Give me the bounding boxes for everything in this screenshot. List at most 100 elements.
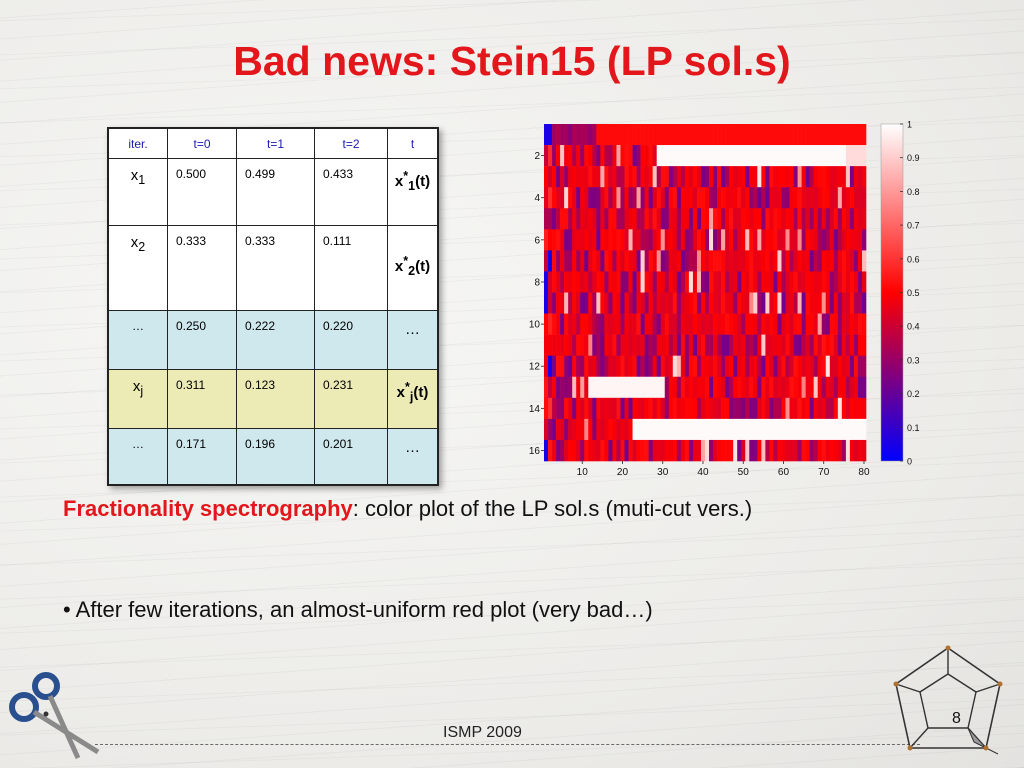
heatmap-cell — [668, 166, 674, 188]
heatmap-cell — [640, 334, 645, 356]
heatmap-cell — [717, 397, 722, 420]
heatmap-cell — [713, 418, 718, 441]
cell-value: 0.171 — [167, 428, 237, 486]
heatmap-cell — [624, 376, 629, 399]
heatmap-cell — [745, 166, 750, 188]
footer-divider — [95, 744, 920, 745]
heatmap-cell — [624, 124, 629, 146]
y-tick-label: 8 — [534, 277, 540, 288]
heatmap-cell — [576, 187, 581, 209]
heatmap-cell — [849, 292, 855, 314]
heatmap-cell — [692, 334, 698, 356]
heatmap-cell — [841, 376, 847, 399]
y-tick-label: 10 — [529, 320, 541, 331]
heatmap-cell — [801, 439, 806, 462]
heatmap-cell — [729, 145, 734, 167]
heatmap-cell — [668, 271, 674, 293]
heatmap-cell — [628, 418, 633, 441]
heatmap-cell — [620, 166, 625, 188]
heatmap-cell — [721, 418, 726, 441]
heatmap-cell — [733, 208, 738, 230]
heatmap-cell — [560, 397, 565, 420]
heatmap-cell — [676, 397, 682, 420]
heatmap-cell — [692, 124, 698, 146]
heatmap-cell — [753, 166, 758, 188]
heatmap-cell — [696, 187, 702, 209]
heatmap-cell — [825, 271, 831, 293]
heatmap-cell — [644, 145, 649, 167]
heatmap-cell — [757, 250, 762, 272]
heatmap-cell — [757, 397, 762, 420]
heatmap-cell — [861, 334, 867, 356]
heatmap-cell — [612, 229, 617, 251]
heatmap-cell — [612, 166, 617, 188]
heatmap-cell — [684, 250, 690, 272]
heatmap-cell — [765, 355, 770, 378]
heatmap-cell — [705, 271, 710, 293]
heatmap-cell — [705, 439, 710, 462]
heatmap-cell — [640, 376, 645, 399]
heatmap-cell — [560, 208, 565, 230]
heatmap-cell — [620, 397, 625, 420]
heatmap-cell — [700, 418, 706, 441]
heatmap-cell — [749, 187, 754, 209]
heatmap-cell — [773, 166, 778, 188]
heatmap-cell — [612, 376, 617, 399]
heatmap-cell — [737, 355, 742, 378]
heatmap-cell — [765, 124, 770, 146]
heatmap-cell — [813, 145, 819, 167]
heatmap-cell — [584, 166, 589, 188]
heatmap-cell — [761, 187, 766, 209]
heatmap-cell — [564, 334, 569, 356]
heatmap-cell — [660, 376, 666, 399]
heatmap-cell — [592, 145, 597, 167]
heatmap-cell — [729, 208, 734, 230]
heatmap-cell — [829, 187, 835, 209]
heatmap-cell — [560, 229, 565, 251]
heatmap-cell — [632, 166, 637, 188]
heatmap-cell — [580, 250, 585, 272]
heatmap-cell — [560, 418, 565, 441]
table-row: … 0.250 0.222 0.220 … — [107, 310, 439, 370]
heatmap-cell — [664, 292, 670, 314]
heatmap-cell — [656, 187, 662, 209]
heatmap-cell — [857, 334, 863, 356]
heatmap-cell — [717, 208, 722, 230]
heatmap-cell — [644, 376, 649, 399]
heatmap-cell — [544, 418, 549, 441]
heatmap-cell — [821, 397, 827, 420]
heatmap-cell — [636, 145, 641, 167]
heatmap-cell — [857, 397, 863, 420]
x-tick-label: 70 — [818, 467, 830, 478]
heatmap-cell — [564, 229, 569, 251]
heatmap-cell — [833, 334, 839, 356]
heatmap-cell — [676, 355, 682, 378]
heatmap-cell — [845, 145, 851, 167]
heatmap-cell — [805, 124, 810, 146]
heatmap-cell — [813, 187, 819, 209]
heatmap-cell — [632, 145, 637, 167]
colorbar-tick-label: 1 — [907, 120, 912, 130]
heatmap-cell — [616, 376, 621, 399]
heatmap-cell — [729, 397, 734, 420]
heatmap-cell — [656, 334, 662, 356]
heatmap-cell — [576, 355, 581, 378]
heatmap-cell — [596, 439, 601, 462]
heatmap-cell — [785, 229, 790, 251]
heatmap-cell — [620, 355, 625, 378]
slide-title: Bad news: Stein15 (LP sol.s) — [233, 38, 791, 84]
heatmap-cell — [841, 418, 847, 441]
heatmap-cell — [709, 250, 714, 272]
heatmap-cell — [640, 145, 645, 167]
heatmap-cell — [833, 124, 839, 146]
heatmap-cell — [813, 334, 819, 356]
heatmap-cell — [833, 397, 839, 420]
heatmap-cell — [688, 439, 694, 462]
heatmap-cell — [793, 397, 798, 420]
heatmap-cell — [717, 355, 722, 378]
heatmap-cell — [692, 292, 698, 314]
heatmap-cell — [793, 187, 798, 209]
heatmap-cell — [829, 313, 835, 335]
heatmap-cell — [793, 418, 798, 441]
heatmap-cell — [721, 397, 726, 420]
